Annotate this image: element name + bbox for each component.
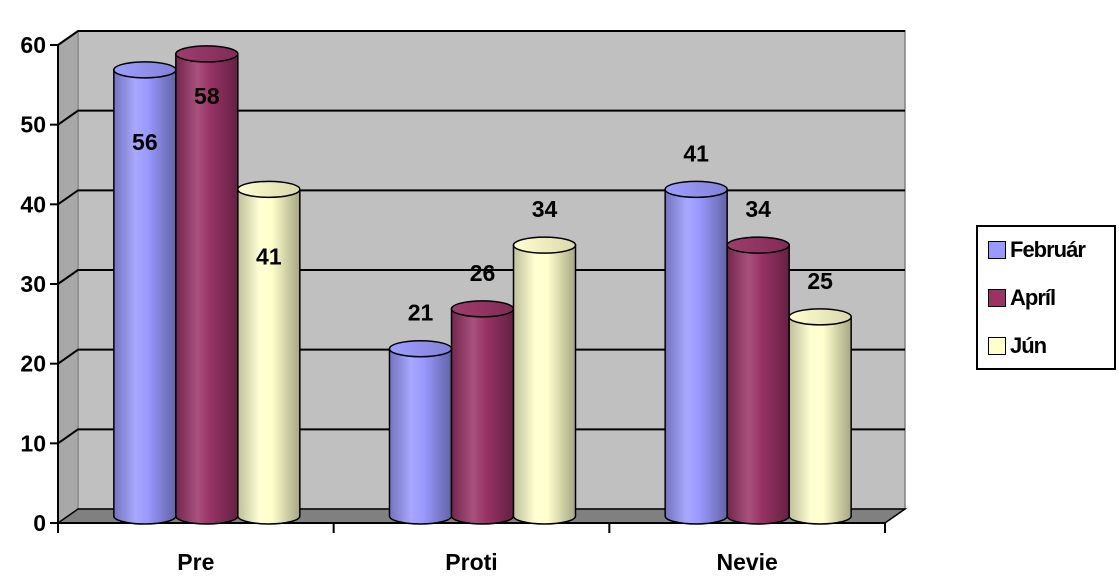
- legend-swatch-jun: [988, 337, 1006, 355]
- y-tick-label-0: 0: [33, 510, 46, 536]
- bar-top-april-nevie: [726, 236, 790, 254]
- bar-februar-nevie: [664, 180, 728, 525]
- y-tick-label-50: 50: [20, 112, 46, 138]
- bar-april-nevie: [726, 236, 790, 525]
- x-tick-label-nevie: Nevie: [716, 549, 777, 574]
- bar-april-proti: [450, 300, 515, 525]
- y-tick-label-60: 60: [20, 32, 46, 58]
- bar-top-februar-nevie: [664, 180, 728, 199]
- bar-body-jun-proti: [512, 244, 577, 525]
- legend-item-april: Apríl: [988, 283, 1056, 313]
- bar-top-april-proti: [450, 300, 515, 318]
- bar-body-jun-nevie: [788, 316, 852, 525]
- bar-februar-proti: [388, 339, 453, 525]
- legend-swatch-april: [988, 289, 1006, 307]
- bar-body-februar-nevie: [664, 188, 728, 525]
- x-tick-label-pre: Pre: [177, 549, 214, 574]
- legend-swatch-februar: [988, 241, 1006, 259]
- bar-top-jun-pre: [237, 180, 301, 199]
- bar-april-pre: [175, 45, 239, 525]
- bar-jun-pre: [237, 180, 301, 525]
- bar-jun-proti: [512, 236, 577, 525]
- gridline-40: [57, 189, 905, 206]
- bar-body-april-pre: [175, 53, 239, 525]
- legend-item-februar: Február: [988, 235, 1086, 265]
- legend: Február Apríl Jún: [976, 225, 1116, 370]
- y-tick-label-20: 20: [20, 351, 46, 377]
- legend-label-april: Apríl: [1010, 285, 1056, 310]
- y-tick-label-10: 10: [20, 430, 46, 456]
- bar-februar-pre: [113, 61, 177, 525]
- bar-body-jun-pre: [237, 188, 301, 525]
- data-label-februar-nevie: 41: [683, 140, 709, 166]
- gridline-60: [57, 30, 905, 46]
- bar-body-februar-proti: [388, 347, 453, 525]
- data-label-jun-nevie: 25: [807, 268, 833, 294]
- y-tick-label-40: 40: [20, 191, 46, 217]
- data-label-februar-proti: 21: [408, 300, 434, 326]
- bar-top-april-pre: [175, 45, 239, 63]
- legend-label-februar: Február: [1010, 237, 1086, 262]
- data-label-jun-pre: 41: [256, 243, 282, 269]
- bar-jun-nevie: [788, 308, 852, 525]
- data-label-april-pre: 58: [194, 83, 220, 109]
- legend-item-jun: Jún: [988, 331, 1047, 361]
- bar-top-februar-pre: [113, 61, 177, 79]
- gridline-20: [57, 348, 905, 365]
- data-label-april-nevie: 34: [745, 196, 771, 222]
- bar-top-jun-proti: [512, 236, 577, 254]
- legend-label-jun: Jún: [1010, 333, 1047, 358]
- bar-top-jun-nevie: [788, 308, 852, 326]
- data-label-februar-pre: 56: [132, 129, 158, 155]
- bar-body-februar-pre: [113, 69, 177, 525]
- bar-top-februar-proti: [388, 339, 453, 358]
- gridline-10: [57, 428, 905, 445]
- data-label-april-proti: 26: [470, 260, 496, 286]
- data-label-jun-proti: 34: [532, 196, 558, 222]
- bar-body-april-nevie: [726, 244, 790, 525]
- y-tick-label-30: 30: [20, 271, 46, 297]
- x-tick-label-proti: Proti: [445, 549, 497, 574]
- gridline-50: [57, 109, 905, 126]
- gridline-30: [57, 269, 905, 285]
- bar-body-april-proti: [450, 308, 515, 525]
